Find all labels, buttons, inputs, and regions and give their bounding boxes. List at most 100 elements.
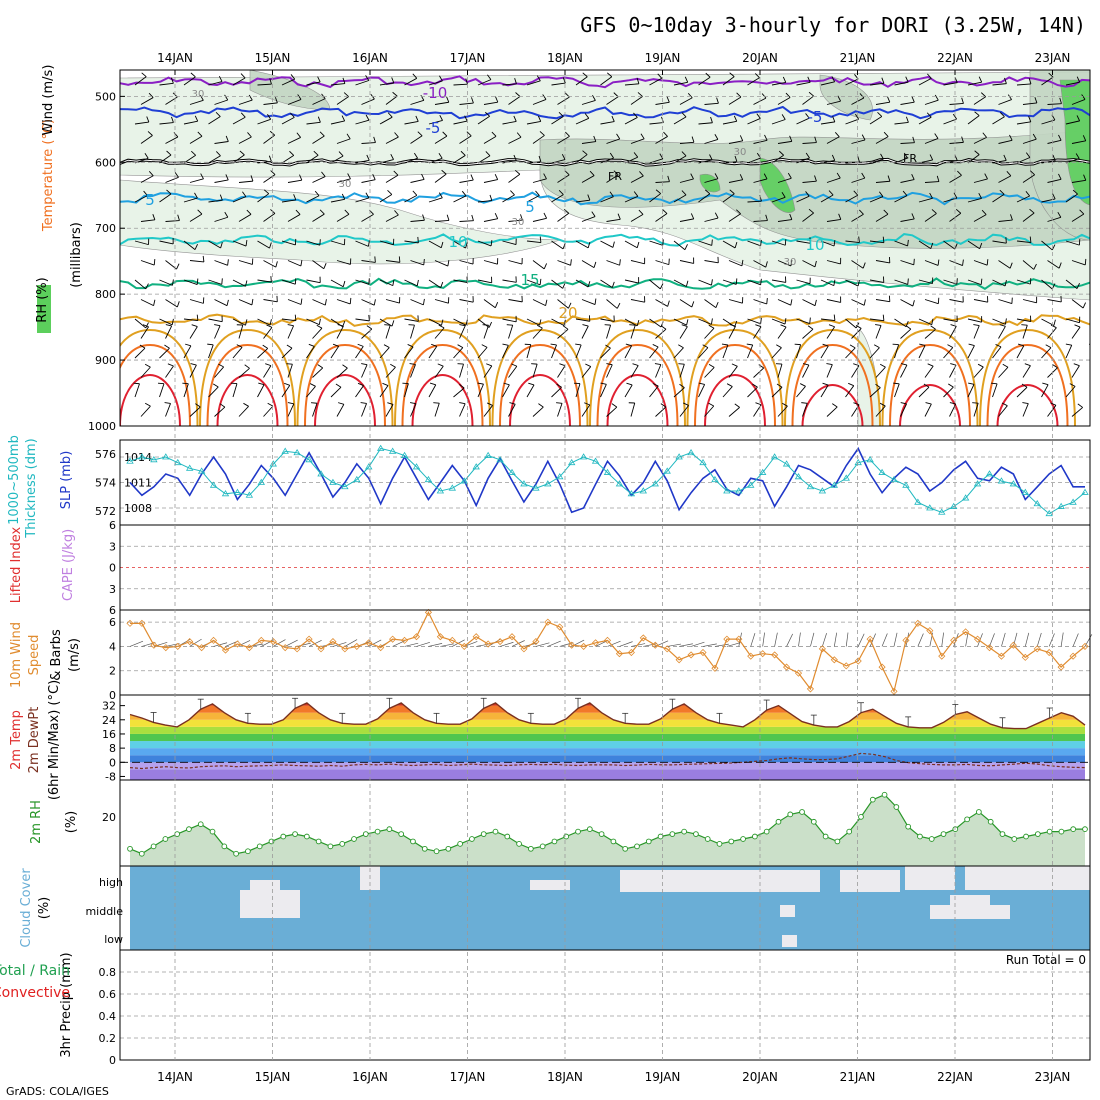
wind-barb	[967, 240, 980, 250]
wind10m-barbs-label: & Barbs	[49, 629, 64, 681]
wind-barb-flag	[412, 73, 418, 79]
thickness-tick-label: 574	[95, 477, 116, 490]
wind-barb	[453, 387, 465, 398]
wind-barb-flag	[799, 383, 806, 387]
wind-barb	[551, 279, 563, 289]
wind-barb-flag	[784, 318, 787, 325]
wind-barb	[777, 219, 792, 222]
wind-barb	[1022, 325, 1028, 339]
wind-barb	[330, 346, 340, 359]
rh2m-point	[504, 833, 511, 840]
wind-barb	[1065, 279, 1078, 289]
wind-barb-flag	[636, 241, 640, 248]
wind-barb-flag	[638, 209, 644, 215]
wind-barb-flag	[613, 170, 619, 176]
wind10m-barb	[404, 642, 419, 647]
date-label-bottom: 15JAN	[255, 1070, 291, 1084]
rh2m-point	[1023, 833, 1029, 840]
rh2m-point	[221, 843, 228, 850]
thickness-point	[758, 468, 767, 475]
wind-barb	[189, 178, 204, 183]
thickness-point	[1045, 509, 1053, 517]
wind-barb	[134, 279, 147, 290]
rh2m-point	[1058, 828, 1065, 835]
wind-barb	[606, 406, 618, 417]
wind-barb-flag	[857, 156, 860, 163]
wind10m-barb	[679, 643, 693, 647]
run-total-label: Run Total = 0	[1006, 953, 1086, 967]
wind-barb-flag	[409, 363, 416, 365]
wind-barb	[679, 218, 694, 222]
wind-barb	[1071, 299, 1084, 309]
wind10m-barb	[595, 640, 609, 647]
wind-barb	[673, 116, 687, 125]
rh2m-point	[327, 843, 334, 850]
wind-barb-flag	[805, 113, 810, 119]
wind-barb-flag	[392, 279, 395, 286]
rh2m-panel: 20	[102, 791, 1088, 866]
wind-barb	[355, 80, 369, 86]
wind-barb	[630, 365, 639, 378]
wind-barb	[551, 82, 566, 86]
wind10m-point	[723, 635, 731, 643]
wind10m-point	[150, 641, 158, 649]
cloud-fraction-bar	[250, 880, 280, 890]
li-tick-label: 3	[109, 540, 116, 553]
wind-barb-flag	[489, 194, 493, 201]
wind-barb-flag	[194, 115, 199, 122]
rh2m-axis-label: 2m RH	[29, 800, 44, 844]
thickness-point	[938, 508, 946, 515]
wind-barb-flag	[309, 383, 316, 387]
rh2m-point	[964, 816, 970, 823]
wind-barb-flag	[882, 236, 885, 243]
wind-barb	[673, 318, 687, 326]
thickness-tick-label: 572	[95, 505, 116, 518]
wind-barb	[869, 347, 880, 359]
wind-barb	[532, 299, 546, 307]
rh2m-point	[445, 845, 452, 852]
wind-barb	[428, 279, 441, 289]
thickness-point	[162, 453, 170, 460]
wind-barb	[1022, 138, 1037, 144]
wind-barb-flag	[438, 324, 445, 329]
thickness-point	[520, 480, 528, 487]
wind-barb-flag	[605, 344, 611, 349]
wind-barb-flag	[142, 324, 149, 328]
wind-barb	[753, 178, 768, 183]
wind-barb	[208, 344, 214, 359]
wind-barb-flag	[617, 213, 621, 220]
wind-barb-flag	[981, 209, 987, 215]
wind-barb-flag	[196, 314, 199, 321]
wind-barb-flag	[926, 112, 932, 118]
wind-barb-flag	[145, 283, 149, 290]
chart-title: GFS 0~10day 3-hourly for DORI (3.25W, 14…	[580, 13, 1086, 37]
wind-barb-flag	[660, 325, 667, 330]
wind-barb	[1041, 384, 1049, 398]
wind-barb-flag	[905, 76, 909, 83]
wind-barb	[600, 347, 611, 359]
slp-tick-label: 1008	[124, 502, 152, 515]
wind-barb-flag	[691, 136, 695, 143]
wind-barb	[575, 199, 590, 203]
rh2m-point	[822, 833, 829, 840]
wind-barb	[845, 78, 859, 86]
wind-barb-flag	[582, 324, 589, 327]
wind-barb	[483, 365, 493, 378]
wind-barb	[575, 344, 582, 359]
thickness-point	[150, 456, 158, 463]
thickness-point	[317, 470, 325, 477]
wind-barb-flag	[1073, 363, 1080, 367]
wind-barb	[404, 194, 418, 203]
wind10m-point	[973, 635, 982, 643]
wind-barb-flag	[790, 299, 793, 306]
wind-barb-flag	[582, 72, 588, 78]
wind-barb-flag	[477, 382, 484, 385]
wind-barb	[336, 213, 350, 222]
wind-barb	[581, 325, 589, 339]
rh2m-point	[374, 828, 381, 835]
wind-barb-flag	[790, 259, 793, 267]
wind-barb	[802, 299, 816, 307]
wind-barb	[459, 325, 466, 339]
warm-isotherm-lobe	[216, 373, 279, 426]
wind10m-point	[269, 638, 277, 646]
